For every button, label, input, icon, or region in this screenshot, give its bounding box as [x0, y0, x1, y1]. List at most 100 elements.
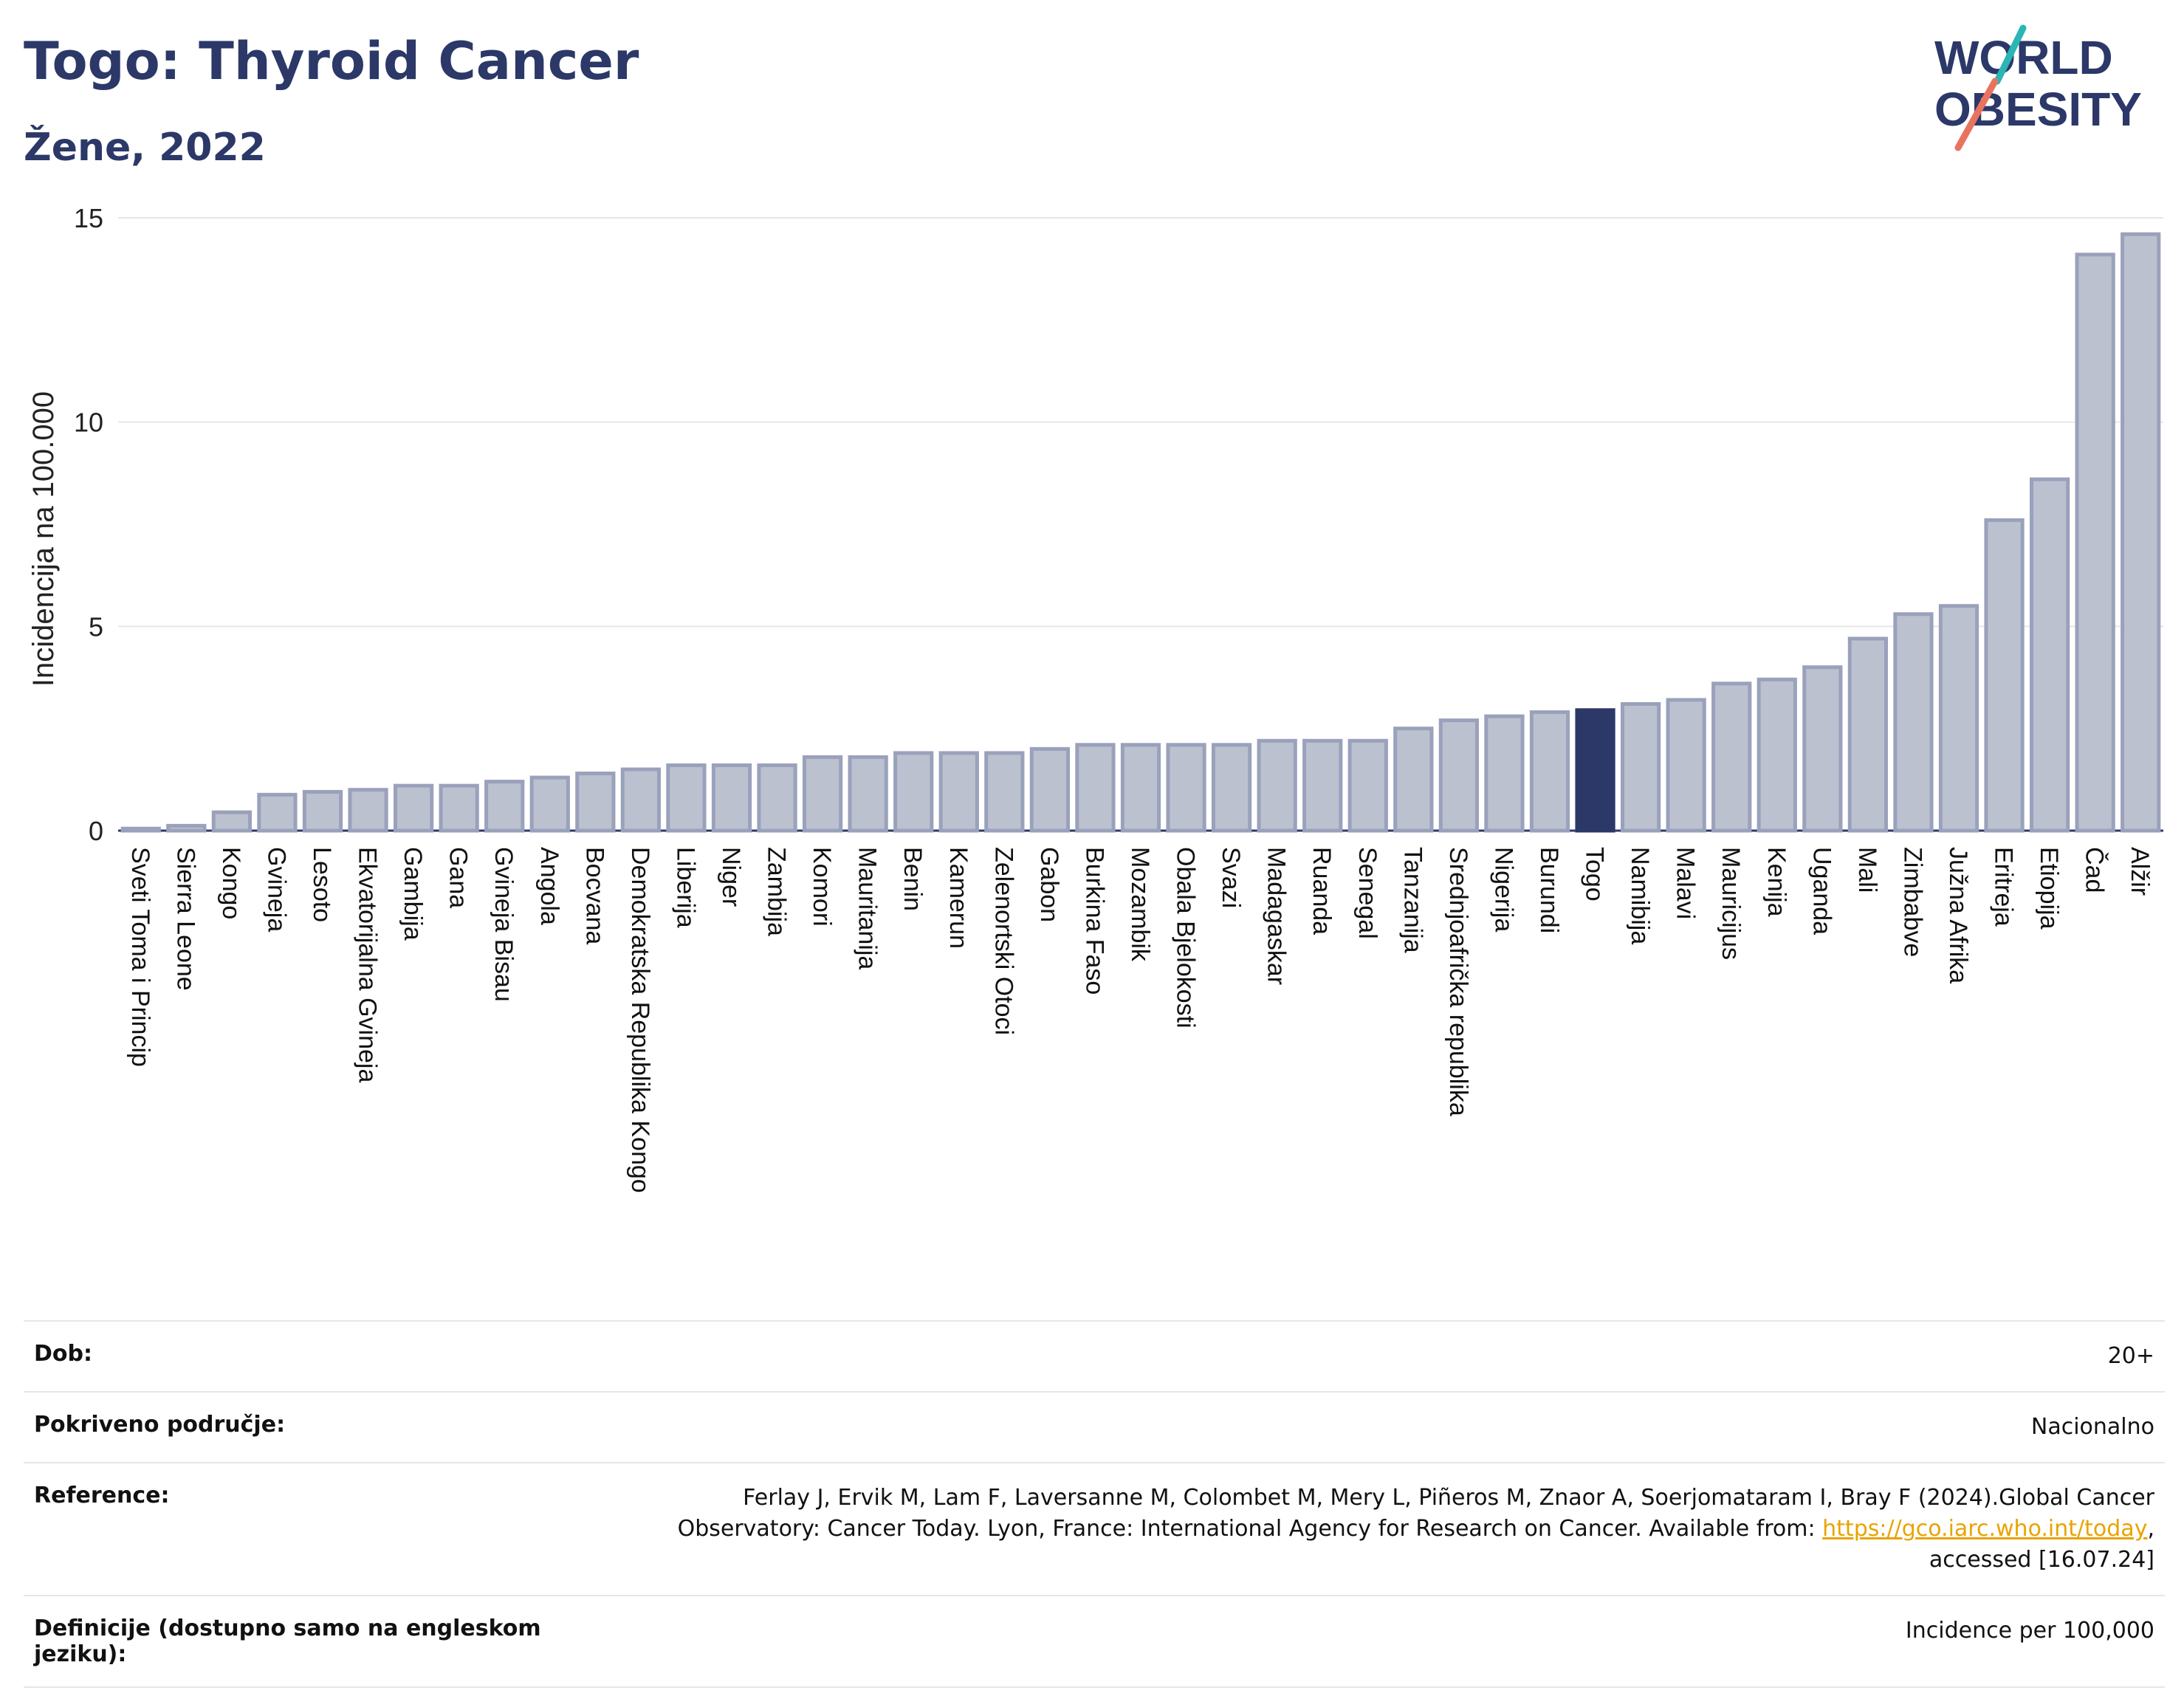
x-tick-label: Malavi — [1672, 847, 1700, 919]
bar-namibija[interactable] — [1620, 701, 1661, 833]
x-tick-label: Ekvatorijalna Gvineja — [354, 847, 382, 1082]
x-tick-label: Mali — [1853, 847, 1881, 893]
x-tick-label: Mauritanija — [854, 847, 882, 969]
bar-mauritanija[interactable] — [848, 755, 888, 833]
bar-eritreja[interactable] — [1984, 518, 2025, 833]
logo-slash-teal — [1994, 24, 2027, 85]
x-tick-label: Benin — [899, 847, 927, 911]
x-tick-label: Niger — [717, 847, 745, 907]
x-tick-label: Gabon — [1035, 847, 1063, 922]
y-tick-label: 15 — [74, 203, 103, 233]
bar-ekvatorijalna-gvineja[interactable] — [348, 788, 388, 833]
bar-južna-afrika[interactable] — [1938, 604, 1979, 833]
bar-tanzanija[interactable] — [1393, 727, 1434, 833]
bar-nigerija[interactable] — [1484, 714, 1525, 833]
bar-zambija[interactable] — [757, 763, 797, 833]
bar-niger[interactable] — [711, 763, 752, 833]
definitions-label: Definicije (dostupno samo na engleskom j… — [34, 1616, 541, 1667]
reference-line-3: accessed [16.07.24] — [1929, 1547, 2154, 1573]
coverage-value: Nacionalno — [2030, 1414, 2154, 1440]
bar-senegal[interactable] — [1347, 738, 1388, 833]
x-tick-label: Burkina Faso — [1080, 847, 1108, 995]
bar-gana[interactable] — [439, 783, 479, 833]
bar-gambija[interactable] — [393, 783, 434, 833]
info-row-reference: Reference: Ferlay J, Ervik M, Lam F, Lav… — [24, 1463, 2165, 1596]
reference-line-2: Observatory: Cancer Today. Lyon, France:… — [677, 1516, 1823, 1542]
y-axis-ticks: 0 5 10 15 — [74, 203, 103, 846]
bar-liberija[interactable] — [666, 763, 707, 833]
bar-alžir[interactable] — [2121, 232, 2161, 833]
bar-kenija[interactable] — [1757, 677, 1797, 833]
x-tick-label: Zelenortski Otoci — [989, 847, 1017, 1035]
x-tick-label: Angola — [535, 847, 563, 925]
bar-kamerun[interactable] — [938, 751, 979, 833]
bar-mauricijus[interactable] — [1711, 682, 1752, 833]
age-label: Dob: — [34, 1341, 92, 1367]
x-tick-label: Mauricijus — [1717, 847, 1745, 960]
bar-benin[interactable] — [893, 751, 934, 833]
bar-gabon[interactable] — [1029, 746, 1071, 833]
x-tick-label: Sierra Leone — [171, 847, 199, 991]
bar-srednjoafrička-republika[interactable] — [1438, 718, 1480, 833]
x-tick-label: Nigerija — [1489, 847, 1517, 932]
logo-text-world: WORLD — [1934, 31, 2113, 84]
bar-sierra-leone[interactable] — [166, 823, 207, 833]
info-table: Dob: 20+ Pokriveno područje: Nacionalno … — [24, 1320, 2165, 1688]
bar-burundi[interactable] — [1529, 710, 1570, 833]
x-tick-label: Namibija — [1626, 847, 1654, 944]
x-tick-label: Kenija — [1762, 847, 1790, 917]
bar-uganda[interactable] — [1802, 665, 1843, 833]
info-row-coverage: Pokriveno područje: Nacionalno — [24, 1392, 2165, 1463]
bar-etiopija[interactable] — [2029, 477, 2070, 833]
x-tick-label: Gvineja — [262, 847, 290, 932]
reference-line-1: Ferlay J, Ervik M, Lam F, Laversanne M, … — [743, 1485, 2154, 1511]
bar-madagaskar[interactable] — [1257, 738, 1297, 833]
x-tick-label: Liberija — [671, 847, 699, 928]
bar-mozambik[interactable] — [1120, 743, 1161, 833]
x-tick-label: Lesoto — [308, 847, 336, 922]
bar-zelenortski-otoci[interactable] — [984, 751, 1025, 833]
bars — [120, 232, 2161, 833]
bar-angola[interactable] — [529, 775, 570, 833]
bar-zimbabve[interactable] — [1893, 612, 1934, 833]
x-tick-label: Uganda — [1807, 847, 1836, 935]
reference-label: Reference: — [34, 1483, 170, 1508]
bar-bocvana[interactable] — [575, 772, 616, 833]
x-tick-label: Bocvana — [580, 847, 608, 944]
x-tick-label: Mozambik — [1126, 847, 1154, 962]
x-tick-label: Obala Bjelokosti — [1172, 847, 1200, 1029]
logo-slash-coral — [1954, 78, 1999, 151]
x-tick-label: Etiopija — [2035, 847, 2063, 930]
bar-demokratska-republika-kongo[interactable] — [620, 767, 662, 833]
bar-mali[interactable] — [1847, 636, 1889, 833]
bar-gvineja-bisau[interactable] — [484, 780, 525, 833]
bar-lesoto[interactable] — [302, 789, 343, 833]
bar-obala-bjelokosti[interactable] — [1166, 743, 1206, 833]
bar-malavi[interactable] — [1666, 698, 1706, 833]
x-tick-label: Alžir — [2126, 847, 2154, 896]
bar-gvineja[interactable] — [257, 792, 298, 833]
x-tick-label: Zimbabve — [1898, 847, 1926, 957]
x-tick-label: Burundi — [1535, 847, 1563, 933]
x-tick-label: Ruanda — [1308, 847, 1336, 935]
bar-kongo[interactable] — [211, 810, 253, 833]
coverage-label: Pokriveno područje: — [34, 1412, 286, 1438]
age-value: 20+ — [2107, 1343, 2154, 1369]
y-tick-label: 10 — [74, 408, 103, 438]
x-tick-label: Kongo — [217, 847, 245, 919]
x-tick-label: Demokratska Republika Kongo — [626, 847, 654, 1193]
bar-ruanda[interactable] — [1302, 738, 1343, 833]
y-axis-title: Incidencija na 100.000 — [27, 391, 60, 687]
chart-title: Togo: Thyroid Cancer — [24, 31, 639, 92]
bar-burkina-faso[interactable] — [1075, 743, 1116, 833]
bar-čad[interactable] — [2075, 253, 2115, 833]
bar-togo[interactable] — [1575, 708, 1615, 833]
x-tick-label: Zambija — [763, 847, 791, 936]
x-tick-label: Kamerun — [944, 847, 972, 949]
x-tick-label: Čad — [2081, 847, 2109, 893]
bar-svazi[interactable] — [1211, 743, 1252, 833]
x-tick-label: Južna Afrika — [1944, 847, 1972, 983]
bar-komori[interactable] — [802, 755, 843, 833]
bar-sveti-toma-i-princip[interactable] — [120, 826, 161, 833]
reference-link[interactable]: https://gco.iarc.who.int/today — [1822, 1516, 2148, 1542]
